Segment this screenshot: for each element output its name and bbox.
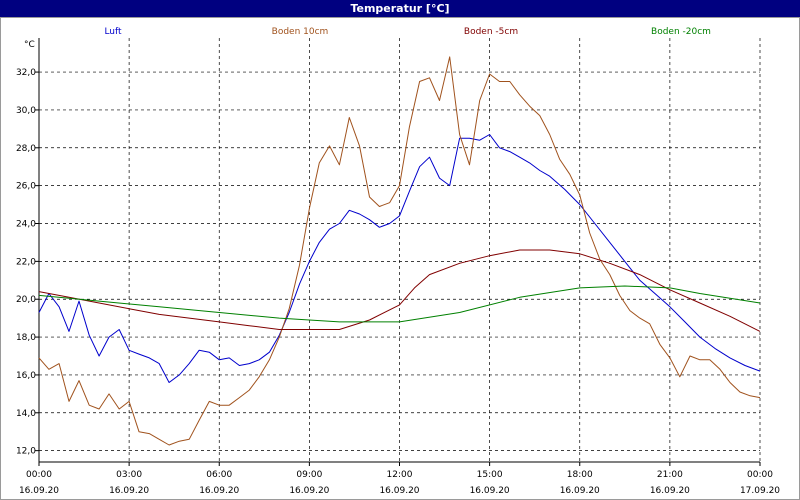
legend-entry: Boden -20cm [651,27,711,37]
x-tick-time-label: 12:00 [387,470,413,480]
x-tick-date-label: 16.09.20 [109,486,149,496]
y-tick-label: 30,0 [16,106,36,116]
x-tick-time-label: 18:00 [567,470,593,480]
legend-entry: Boden 10cm [272,27,329,37]
legend-entry: Luft [104,27,122,37]
series-lines [38,56,761,446]
y-tick-label: 20,0 [16,295,36,305]
y-tick-label: 26,0 [16,182,36,192]
legend-entry: Boden -5cm [464,27,518,37]
y-tick-label: 18,0 [16,333,36,343]
x-tick-time-label: 15:00 [477,470,503,480]
x-tick-time-label: 09:00 [296,470,322,480]
grid-lines [38,38,761,462]
legend: Luft Boden 10cm Boden -5cm Boden -20cm [104,27,711,37]
y-tick-label: 24,0 [16,220,36,230]
x-tick-date-label: 16.09.20 [289,486,329,496]
x-tick-time-label: 06:00 [206,470,232,480]
x-tick-date-label: 17.09.20 [740,486,780,496]
series-line-boden-20cm [38,285,761,323]
y-tick-label: 12,0 [16,447,36,457]
y-tick-label: 32,0 [16,68,36,78]
series-line-boden-5cm [38,249,761,332]
x-tick-date-label: 16.09.20 [560,486,600,496]
x-tick-labels: 00:00 16.09.20 03:00 16.09.20 06:00 16.09.20 0… [19,470,780,496]
x-tick-date-label: 16.09.20 [470,486,510,496]
x-tick-time-label: 00:00 [26,470,52,480]
series-line-boden-10cm [38,56,761,446]
series-line-luft [38,134,761,383]
y-tick-label: 14,0 [16,409,36,419]
x-tick-time-label: 03:00 [116,470,142,480]
y-tick-label: 16,0 [16,371,36,381]
x-tick-date-label: 16.09.20 [650,486,690,496]
x-tick-time-label: 00:00 [747,470,773,480]
window-title: Temperatur [°C] [0,0,800,17]
x-tick-time-label: 21:00 [657,470,683,480]
y-tick-labels: 12,0 14,0 16,0 18,0 20,0 22,0 24,0 26,0 28,0 30,0… [16,68,36,457]
x-tick-date-label: 16.09.20 [19,486,59,496]
x-tick-date-label: 16.09.20 [379,486,419,496]
y-tick-label: 28,0 [16,144,36,154]
y-axis-unit: °C [24,40,35,50]
x-tick-date-label: 16.09.20 [199,486,239,496]
y-tick-label: 22,0 [16,257,36,267]
axes [35,38,761,466]
